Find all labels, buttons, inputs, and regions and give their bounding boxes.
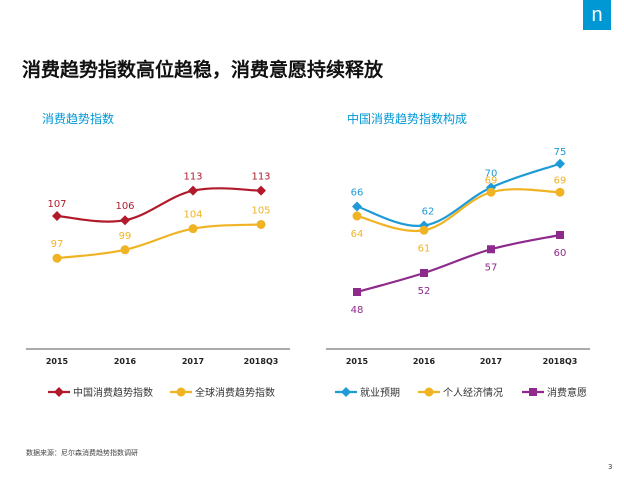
data-label: 113 <box>183 172 202 183</box>
data-label: 104 <box>183 210 202 221</box>
page-title: 消费趋势指数高位趋稳，消费意愿持续释放 <box>22 59 384 81</box>
data-point <box>353 288 361 296</box>
chart-right-title: 中国消费趋势指数构成 <box>347 112 468 126</box>
legend-marker <box>529 388 537 396</box>
legend-label: 中国消费趋势指数 <box>73 386 153 399</box>
series-line <box>56 223 262 260</box>
data-label: 99 <box>119 231 132 242</box>
data-point <box>120 215 130 226</box>
data-label: 69 <box>554 175 567 186</box>
data-label: 97 <box>51 239 64 250</box>
x-tick-label: 2015 <box>346 357 369 366</box>
data-label: 107 <box>47 199 66 210</box>
legend-label: 个人经济情况 <box>443 386 503 399</box>
legend-marker <box>176 387 186 397</box>
series-line <box>56 187 262 223</box>
data-point <box>256 219 266 229</box>
data-label: 64 <box>351 229 364 240</box>
x-tick-label: 2016 <box>114 357 137 366</box>
series-line <box>356 162 561 227</box>
data-point <box>419 225 429 235</box>
data-point <box>52 253 62 263</box>
legend-marker <box>424 387 434 397</box>
data-label: 52 <box>418 286 431 297</box>
data-label: 69 <box>485 175 498 186</box>
data-point <box>555 187 565 197</box>
data-point <box>52 211 62 221</box>
x-tick-label: 2018Q3 <box>543 357 578 366</box>
data-label: 105 <box>251 205 270 216</box>
data-point <box>555 158 565 169</box>
data-label: 113 <box>251 172 270 183</box>
series-line <box>356 188 561 233</box>
data-point <box>556 231 564 239</box>
page-number: 3 <box>608 463 613 471</box>
legend-marker <box>341 387 351 397</box>
data-label: 57 <box>485 262 498 273</box>
data-label: 62 <box>422 207 435 218</box>
data-point <box>188 224 198 234</box>
data-point <box>352 211 362 221</box>
data-point <box>120 245 130 255</box>
x-tick-label: 2017 <box>480 357 502 366</box>
brand-logo: n <box>583 0 611 30</box>
chart-left-title: 消费趋势指数 <box>42 112 115 126</box>
source-note: 数据来源：尼尔森消费趋势指数调研 <box>26 449 138 457</box>
series-line <box>356 233 561 294</box>
x-tick-label: 2017 <box>182 357 204 366</box>
x-tick-label: 2016 <box>413 357 436 366</box>
data-label: 48 <box>351 305 364 316</box>
data-point <box>352 201 362 212</box>
legend-label: 全球消费趋势指数 <box>195 386 275 399</box>
data-label: 70 <box>485 169 498 180</box>
data-point <box>420 269 428 277</box>
legend-label: 就业预期 <box>360 386 400 399</box>
data-label: 66 <box>351 188 364 199</box>
x-tick-label: 2018Q3 <box>244 357 279 366</box>
legend-label: 消费意愿 <box>547 386 587 399</box>
data-point <box>188 185 198 196</box>
legend-marker <box>54 387 64 397</box>
data-label: 61 <box>418 243 431 254</box>
data-point <box>487 245 495 254</box>
x-tick-label: 2015 <box>46 357 69 366</box>
data-point <box>256 185 266 196</box>
data-label: 106 <box>115 201 134 212</box>
data-label: 60 <box>554 248 567 259</box>
data-label: 75 <box>554 147 567 158</box>
data-point <box>486 187 496 197</box>
